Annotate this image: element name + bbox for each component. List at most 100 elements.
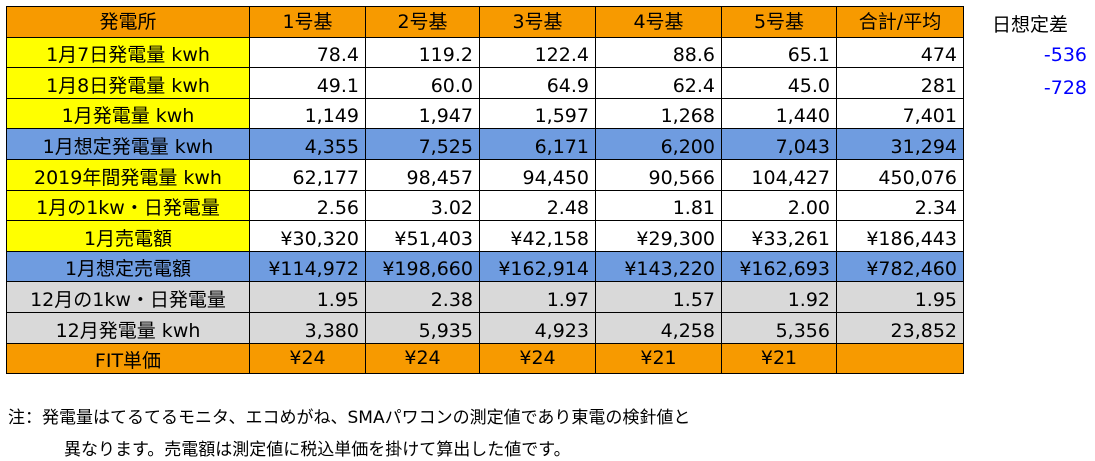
row-label: 1月発電量 kwh [6, 97, 250, 130]
table-row-jan-per-kw-day: 1月の1kw・日発電量 2.56 3.02 2.48 1.81 2.00 2.3… [6, 189, 964, 222]
cell-value: ¥30,320 [249, 220, 366, 252]
table-row-jan-expected: 1月想定発電量 kwh 4,355 7,525 6,171 6,200 7,04… [6, 128, 964, 160]
row-label: 1月想定発電量 kwh [6, 128, 250, 160]
cell-value: 1.81 [595, 189, 722, 222]
cell-value: 104,427 [721, 158, 837, 191]
cell-value: 7,043 [721, 128, 837, 160]
cell-value: ¥24 [365, 342, 480, 375]
cell-total: 450,076 [836, 158, 964, 191]
power-table: 発電所 1号基 2号基 3号基 4号基 5号基 合計/平均 1月7日発電量 kw… [6, 6, 964, 375]
cell-value: 1,597 [479, 97, 596, 130]
cell-total [836, 342, 964, 375]
daily-diff-header: 日想定差 [992, 14, 1069, 36]
cell-total: 474 [836, 36, 964, 69]
cell-total: 2.34 [836, 189, 964, 222]
cell-value: ¥21 [721, 342, 837, 375]
header-unit-3: 3号基 [479, 6, 596, 38]
cell-value: 122.4 [479, 36, 596, 69]
cell-value: 62,177 [249, 158, 366, 191]
cell-value: ¥162,914 [479, 250, 596, 283]
row-label: 2019年間発電量 kwh [6, 158, 250, 191]
cell-value: 1,440 [721, 97, 837, 130]
cell-value: 1.57 [595, 281, 722, 313]
cell-value: 1.95 [249, 281, 366, 313]
table-row-jan7: 1月7日発電量 kwh 78.4 119.2 122.4 88.6 65.1 4… [6, 36, 964, 69]
cell-value: 2.48 [479, 189, 596, 222]
header-unit-4: 4号基 [595, 6, 722, 38]
cell-value: 62.4 [595, 67, 722, 99]
cell-value: 2.38 [365, 281, 480, 313]
header-unit-1: 1号基 [249, 6, 366, 38]
cell-value: 1,149 [249, 97, 366, 130]
cell-value: 88.6 [595, 36, 722, 69]
header-plant-label: 発電所 [6, 6, 250, 38]
cell-value: 4,923 [479, 311, 596, 344]
table-row-dec-total: 12月発電量 kwh 3,380 5,935 4,923 4,258 5,356… [6, 311, 964, 344]
cell-value: 5,935 [365, 311, 480, 344]
cell-value: 98,457 [365, 158, 480, 191]
cell-total: 7,401 [836, 97, 964, 130]
footnote-line-1: 注：発電量はてるてるモニタ、エコめがね、SMAパワコンの測定値であり東電の検針値… [8, 408, 691, 428]
cell-value: 2.00 [721, 189, 837, 222]
cell-total: 281 [836, 67, 964, 99]
row-label: 1月8日発電量 kwh [6, 67, 250, 99]
cell-value: ¥24 [479, 342, 596, 375]
header-total: 合計/平均 [836, 6, 964, 38]
footnote-line-2: 異なります。売電額は測定値に税込単価を掛けて算出した値です。 [64, 440, 571, 460]
row-label: 1月の1kw・日発電量 [6, 189, 250, 222]
cell-value: 64.9 [479, 67, 596, 99]
header-unit-5: 5号基 [721, 6, 837, 38]
cell-total: ¥186,443 [836, 220, 964, 252]
cell-value: 45.0 [721, 67, 837, 99]
cell-value: 4,355 [249, 128, 366, 160]
cell-value: ¥198,660 [365, 250, 480, 283]
cell-value: 7,525 [365, 128, 480, 160]
cell-value: ¥143,220 [595, 250, 722, 283]
cell-value: ¥33,261 [721, 220, 837, 252]
header-row: 発電所 1号基 2号基 3号基 4号基 5号基 合計/平均 [6, 6, 964, 38]
cell-value: 6,171 [479, 128, 596, 160]
cell-value: 6,200 [595, 128, 722, 160]
table-row-fit-price: FIT単価 ¥24 ¥24 ¥24 ¥21 ¥21 [6, 342, 964, 375]
row-label: FIT単価 [6, 342, 250, 375]
row-label: 12月の1kw・日発電量 [6, 281, 250, 313]
header-unit-2: 2号基 [365, 6, 480, 38]
row-label: 12月発電量 kwh [6, 311, 250, 344]
table-row-jan-expected-sales: 1月想定売電額 ¥114,972 ¥198,660 ¥162,914 ¥143,… [6, 250, 964, 283]
cell-value: ¥162,693 [721, 250, 837, 283]
table-row-jan8: 1月8日発電量 kwh 49.1 60.0 64.9 62.4 45.0 281 [6, 67, 964, 99]
cell-value: ¥29,300 [595, 220, 722, 252]
row-label: 1月7日発電量 kwh [6, 36, 250, 69]
row-label: 1月想定売電額 [6, 250, 250, 283]
cell-value: 119.2 [365, 36, 480, 69]
cell-value: 5,356 [721, 311, 837, 344]
row-label: 1月売電額 [6, 220, 250, 252]
cell-value: 1,268 [595, 97, 722, 130]
cell-value: ¥114,972 [249, 250, 366, 283]
cell-value: ¥24 [249, 342, 366, 375]
cell-value: 3,380 [249, 311, 366, 344]
cell-value: 4,258 [595, 311, 722, 344]
table-row-2019-annual: 2019年間発電量 kwh 62,177 98,457 94,450 90,56… [6, 158, 964, 191]
cell-value: 49.1 [249, 67, 366, 99]
cell-value: 94,450 [479, 158, 596, 191]
cell-value: 2.56 [249, 189, 366, 222]
daily-diff-jan8: -728 [1043, 77, 1087, 99]
cell-total: ¥782,460 [836, 250, 964, 283]
cell-value: 90,566 [595, 158, 722, 191]
cell-value: 1,947 [365, 97, 480, 130]
table-row-jan-total: 1月発電量 kwh 1,149 1,947 1,597 1,268 1,440 … [6, 97, 964, 130]
cell-total: 31,294 [836, 128, 964, 160]
cell-value: ¥51,403 [365, 220, 480, 252]
cell-value: 1.97 [479, 281, 596, 313]
table-row-dec-per-kw-day: 12月の1kw・日発電量 1.95 2.38 1.97 1.57 1.92 1.… [6, 281, 964, 313]
cell-value: 60.0 [365, 67, 480, 99]
cell-value: 3.02 [365, 189, 480, 222]
cell-value: 78.4 [249, 36, 366, 69]
cell-value: 65.1 [721, 36, 837, 69]
cell-value: ¥21 [595, 342, 722, 375]
table-row-jan-sales: 1月売電額 ¥30,320 ¥51,403 ¥42,158 ¥29,300 ¥3… [6, 220, 964, 252]
cell-total: 23,852 [836, 311, 964, 344]
daily-diff-jan7: -536 [1043, 44, 1087, 66]
cell-value: 1.92 [721, 281, 837, 313]
